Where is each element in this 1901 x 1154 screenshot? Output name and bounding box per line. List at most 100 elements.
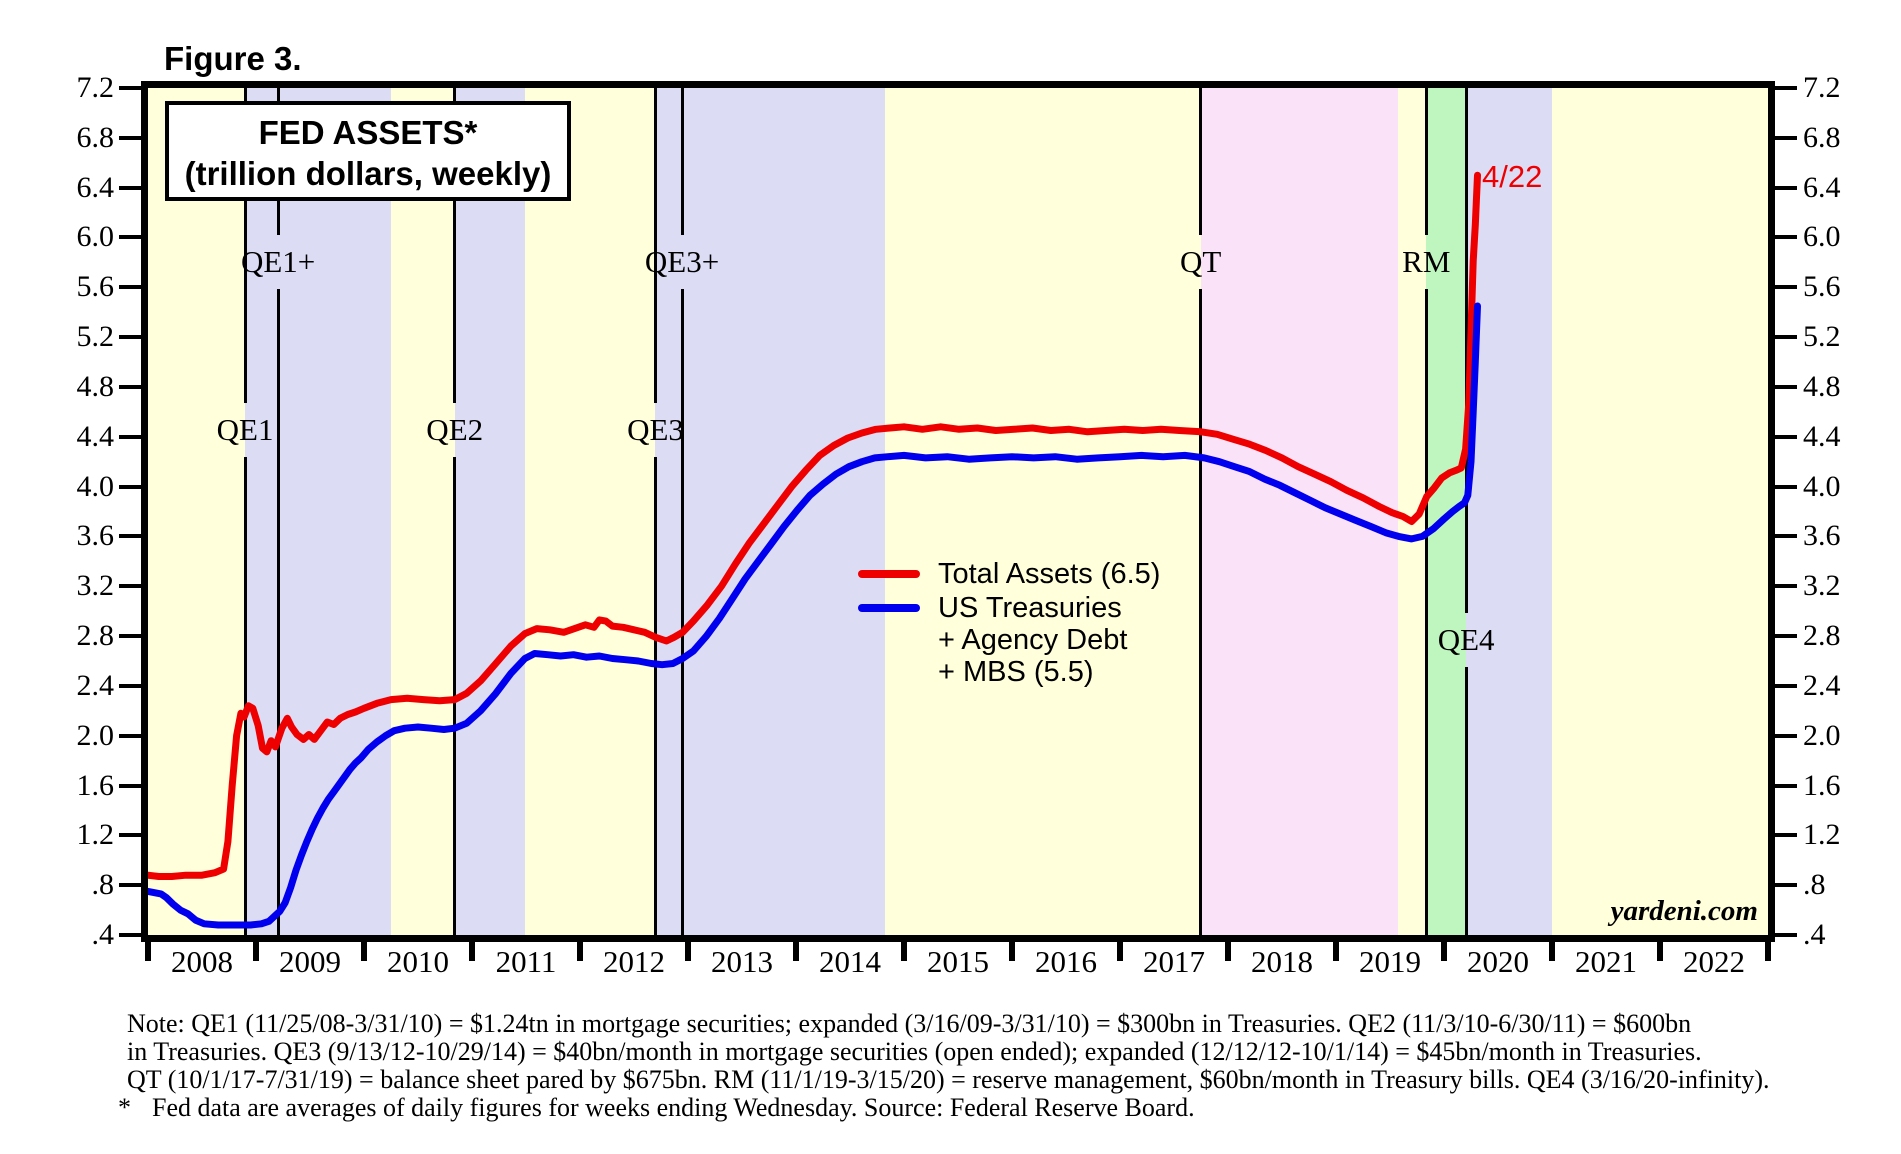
band-QT: [1200, 88, 1399, 935]
event-line-QE1: [243, 457, 247, 935]
y-tick-right: [1775, 733, 1797, 738]
y-tick-label-right: 3.6: [1803, 519, 1841, 553]
y-tick-label-left: 6.8: [76, 120, 115, 154]
y-tick-label-right: 1.2: [1803, 818, 1841, 852]
event-line-QT: [1199, 289, 1203, 935]
x-axis-tick: [1765, 939, 1771, 961]
event-line-QE3+: [680, 88, 684, 235]
y-tick-label-left: 1.6: [76, 768, 115, 802]
x-year-label-2019: 2019: [1359, 944, 1421, 979]
y-tick-label-right: 1.6: [1803, 768, 1841, 802]
event-label-QE2: QE2: [426, 412, 484, 447]
x-year-label-2011: 2011: [495, 944, 557, 979]
y-tick-label-right: 6.0: [1803, 220, 1841, 254]
x-year-label-2017: 2017: [1143, 944, 1205, 979]
event-line-QE4: [1464, 88, 1468, 613]
y-tick-left: [119, 783, 141, 788]
total-assets-line: [148, 171, 1481, 880]
legend-label-treasuries-line3: + MBS (5.5): [938, 656, 1094, 688]
event-label-QT: QT: [1180, 244, 1222, 279]
x-axis-tick: [577, 939, 583, 961]
plot-frame: QE1 QE1+ QE2 QE3 QE3+ QT RM QE4: [141, 81, 1775, 942]
y-tick-label-left: .8: [91, 868, 115, 902]
y-tick-label-left: .4: [91, 918, 115, 951]
y-tick-right: [1775, 933, 1797, 937]
band-QE2: [454, 88, 526, 935]
y-tick-label-left: 2.0: [76, 718, 115, 752]
event-line-QE4: [1464, 667, 1468, 935]
y-tick-left: [119, 434, 141, 439]
y-tick-left: [119, 135, 141, 140]
legend-label-total: Total Assets (6.5): [938, 558, 1161, 590]
y-tick-right: [1775, 783, 1797, 788]
footnote-asterisk: *: [118, 1093, 131, 1122]
legend-swatch-treasuries: [858, 592, 938, 612]
plot-area: QE1 QE1+ QE2 QE3 QE3+ QT RM QE4: [148, 88, 1768, 935]
red-line-swatch: [858, 570, 920, 578]
y-tick-label-right: 6.4: [1803, 170, 1841, 204]
y-tick-left: [119, 335, 141, 340]
event-label-QE4: QE4: [1437, 622, 1495, 657]
y-tick-left: [119, 534, 141, 539]
x-axis-tick: [685, 939, 691, 961]
event-line-QE1+: [276, 289, 280, 935]
event-label-QE3: QE3: [627, 412, 684, 447]
x-axis-tick: [1009, 939, 1015, 961]
footnote-block: Note: QE1 (11/25/08-3/31/10) = $1.24tn i…: [118, 1009, 1770, 1122]
event-line-QE3+: [680, 289, 684, 935]
y-tick-right: [1775, 683, 1797, 688]
event-line-QT: [1199, 88, 1203, 235]
x-axis-tick: [901, 939, 907, 961]
chart-title-box: FED ASSETS* (trillion dollars, weekly): [165, 101, 571, 201]
x-year-label-2013: 2013: [711, 944, 773, 979]
chart-title-line2: (trillion dollars, weekly): [184, 155, 552, 192]
y-tick-left: [119, 833, 141, 838]
footnote-line3: QT (10/1/17-7/31/19) = balance sheet par…: [127, 1065, 1770, 1094]
x-axis-tick: [469, 939, 475, 961]
y-tick-right: [1775, 86, 1797, 90]
band-RM: [1426, 88, 1466, 935]
y-tick-label-right: 2.8: [1803, 619, 1841, 653]
y-tick-right: [1775, 883, 1797, 888]
y-tick-left: [119, 285, 141, 290]
x-year-label-2016: 2016: [1035, 944, 1097, 979]
event-line-QE3: [653, 88, 657, 403]
x-year-label-2022: 2022: [1683, 944, 1745, 979]
chart-title-line1: FED ASSETS*: [258, 114, 478, 151]
x-year-label-2014: 2014: [819, 944, 881, 979]
x-year-label-2021: 2021: [1575, 944, 1637, 979]
data-curves: [148, 171, 1481, 929]
event-line-RM: [1424, 289, 1428, 935]
y-tick-right: [1775, 434, 1797, 439]
y-tick-right: [1775, 335, 1797, 340]
y-tick-label-left: 4.8: [76, 369, 115, 403]
x-axis-tick: [1657, 939, 1663, 961]
y-tick-label-left: 2.4: [76, 668, 115, 702]
footnote-line1: Note: QE1 (11/25/08-3/31/10) = $1.24tn i…: [127, 1009, 1692, 1038]
y-tick-label-left: 4.0: [76, 469, 115, 503]
y-tick-label-left: 3.2: [76, 569, 115, 603]
y-tick-left: [119, 584, 141, 589]
y-tick-label-left: 6.4: [76, 170, 115, 204]
x-year-label-2015: 2015: [927, 944, 989, 979]
blue-line-swatch: [858, 604, 920, 612]
y-tick-left: [119, 683, 141, 688]
y-tick-left: [119, 185, 141, 190]
footnote-line4: * Fed data are averages of daily figures …: [118, 1094, 1770, 1122]
x-axis-tick: [1549, 939, 1555, 961]
band-QE1: [245, 88, 391, 935]
y-tick-label-right: 7.2: [1803, 71, 1841, 104]
x-axis-tick: [1441, 939, 1447, 961]
y-tick-label-right: 4.0: [1803, 469, 1841, 503]
event-line-QE3: [653, 457, 657, 935]
figure-label: Figure 3.: [164, 40, 302, 77]
y-tick-label-right: 4.8: [1803, 369, 1841, 403]
y-tick-right: [1775, 135, 1797, 140]
y-tick-label-left: 5.6: [76, 270, 115, 304]
y-tick-label-right: 5.6: [1803, 270, 1841, 304]
y-tick-left: [119, 933, 141, 937]
x-year-label-2009: 2009: [279, 944, 341, 979]
latest-data-point-label: 4/22: [1482, 159, 1543, 194]
footnote-line2: in Treasuries. QE3 (9/13/12-10/29/14) = …: [127, 1037, 1702, 1066]
